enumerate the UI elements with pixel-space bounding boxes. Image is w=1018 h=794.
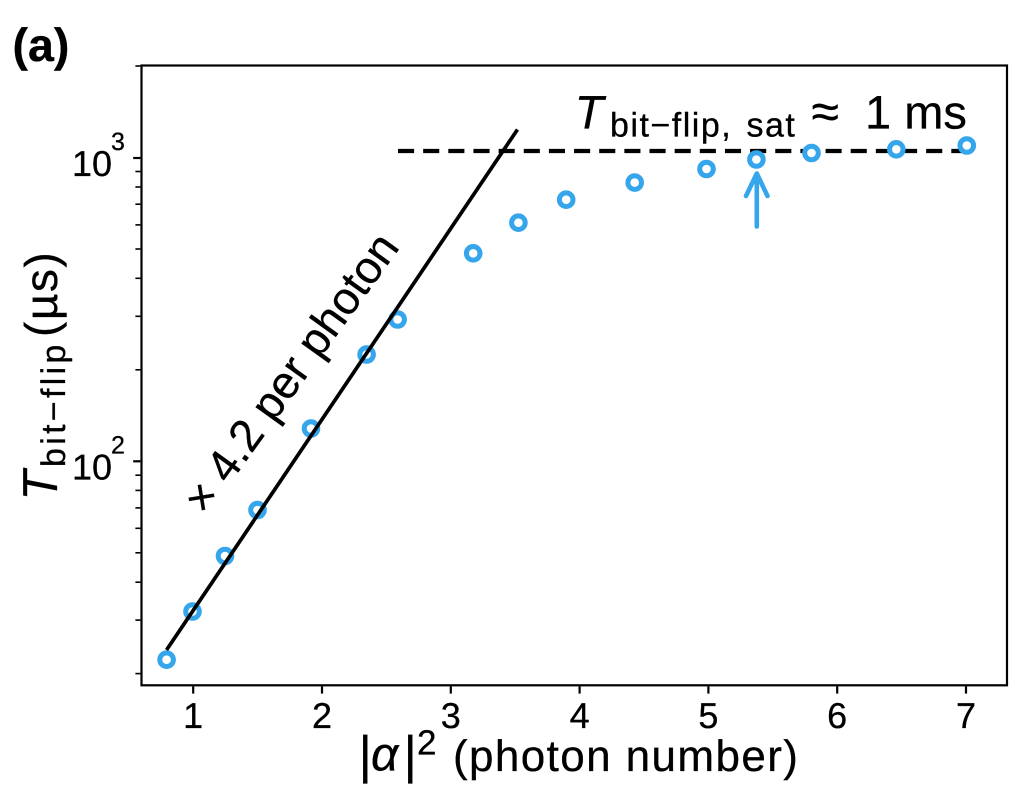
svg-text:5: 5 <box>698 695 718 736</box>
svg-text:bit−flip: bit−flip <box>35 341 73 467</box>
svg-text:2: 2 <box>417 724 436 763</box>
svg-text:|: | <box>359 727 373 785</box>
svg-text:sat: sat <box>747 107 797 145</box>
svg-text:3: 3 <box>111 128 125 156</box>
svg-text:bit−flip,: bit−flip, <box>610 107 732 145</box>
svg-text:2: 2 <box>312 695 332 736</box>
svg-text:(photon number): (photon number) <box>453 732 799 781</box>
svg-text:3: 3 <box>441 695 461 736</box>
svg-text:2: 2 <box>111 431 125 459</box>
svg-text:4: 4 <box>570 695 590 736</box>
svg-text:T: T <box>575 86 607 139</box>
svg-text:10: 10 <box>72 446 112 487</box>
svg-text:6: 6 <box>827 695 847 736</box>
svg-text:T: T <box>14 468 68 501</box>
svg-text:≈: ≈ <box>812 84 839 140</box>
svg-text:α: α <box>371 729 400 782</box>
svg-text:1 ms: 1 ms <box>865 86 967 139</box>
svg-text:1: 1 <box>183 695 203 736</box>
svg-text:× 4.2 per photon: × 4.2 per photon <box>173 223 409 523</box>
svg-text:|: | <box>404 727 418 785</box>
svg-text:(µs): (µs) <box>15 251 67 337</box>
svg-text:(a): (a) <box>13 19 70 71</box>
svg-text:10: 10 <box>72 143 112 184</box>
svg-text:7: 7 <box>956 695 976 736</box>
